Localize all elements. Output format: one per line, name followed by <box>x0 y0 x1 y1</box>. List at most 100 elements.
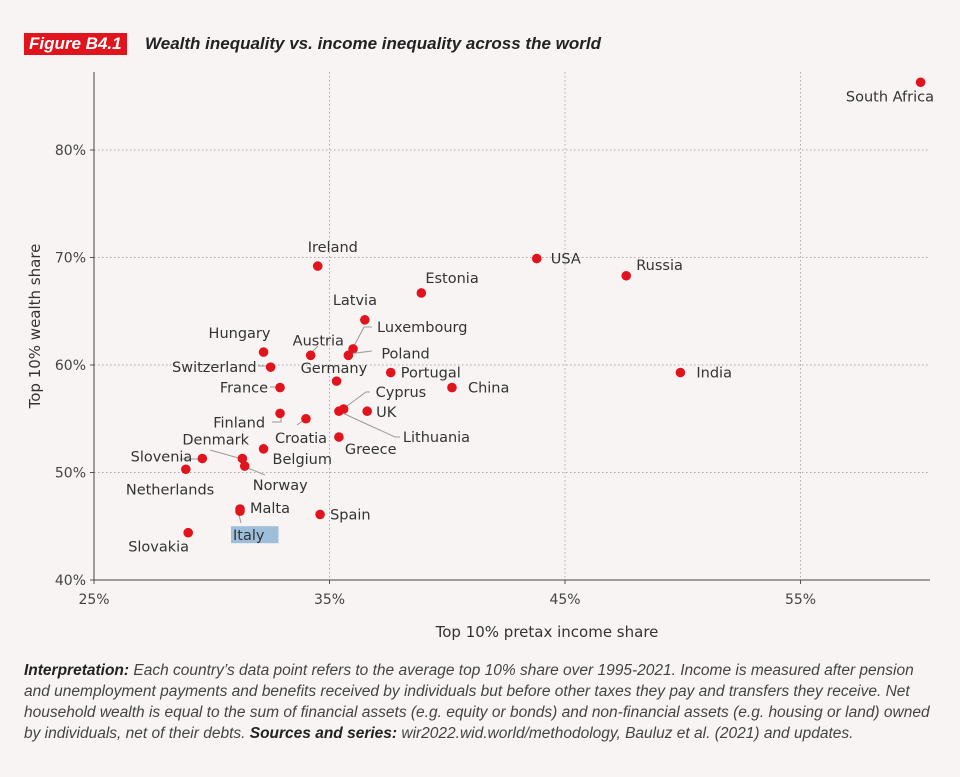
data-point-group: Austria <box>293 333 344 361</box>
point-label: Netherlands <box>126 482 214 498</box>
data-point <box>334 432 344 442</box>
data-point-group: Norway <box>239 461 308 494</box>
data-point <box>343 350 354 361</box>
data-point-group: France <box>220 381 285 397</box>
data-point <box>312 261 323 271</box>
data-point-group: Switzerland <box>172 360 276 376</box>
point-label: Italy <box>233 528 265 544</box>
point-label: Ireland <box>308 240 358 256</box>
point-label: Portugal <box>401 366 461 382</box>
point-label: Estonia <box>425 271 478 287</box>
data-point <box>621 270 632 281</box>
data-point <box>362 406 372 417</box>
point-label: Poland <box>381 346 429 362</box>
data-point <box>237 453 248 464</box>
data-point <box>301 413 311 424</box>
point-label: Finland <box>213 415 265 431</box>
point-label: South Africa <box>846 89 934 105</box>
data-point-group: Spain <box>315 507 371 523</box>
point-label: Norway <box>253 478 308 494</box>
point-label: China <box>468 381 509 397</box>
data-point-group: Lithuania <box>334 406 470 446</box>
data-point-group: Slovenia <box>131 450 208 466</box>
data-point-group: Croatia <box>275 413 327 447</box>
point-label: Malta <box>250 501 290 517</box>
data-point <box>235 506 245 516</box>
data-point-group: Greece <box>334 432 397 458</box>
point-label: Belgium <box>273 452 332 468</box>
figure-tag: Figure B4.1 <box>24 33 127 55</box>
data-point <box>197 453 208 464</box>
data-point <box>675 367 686 378</box>
y-tick-label: 50% <box>55 466 86 482</box>
data-point <box>331 376 342 386</box>
point-label: Cyprus <box>376 385 427 401</box>
highlight-box <box>231 526 279 544</box>
data-point <box>315 509 325 520</box>
point-label: Luxembourg <box>377 320 467 336</box>
x-tick-label: 35% <box>314 592 345 608</box>
scatter-chart: 40% 50% 60% 70% 80% 25% 35% 45% 55% Top 10% preta… <box>26 72 934 641</box>
data-point-group: Ireland <box>308 240 358 271</box>
data-point <box>531 253 542 264</box>
data-point-group: Denmark <box>182 433 250 464</box>
data-point-group: South Africa <box>846 77 934 105</box>
point-label: Slovakia <box>128 540 189 556</box>
data-point-group: India <box>675 366 732 382</box>
data-point <box>915 77 926 88</box>
data-point <box>258 444 269 454</box>
data-point-group: Russia <box>621 258 683 281</box>
point-label: Denmark <box>182 433 249 449</box>
y-tick-label: 40% <box>55 573 86 589</box>
data-point-group: USA <box>531 252 581 268</box>
data-point <box>239 461 250 471</box>
leader-line <box>342 391 370 410</box>
data-point-group: Slovakia <box>128 527 193 556</box>
data-point <box>258 347 269 357</box>
data-point-group: China <box>447 381 509 397</box>
point-label: UK <box>376 405 397 421</box>
sources-text: wir2022.wid.world/methodology, Bauluz et… <box>397 725 854 742</box>
data-point-group: Netherlands <box>126 464 214 498</box>
interpretation-note: Interpretation: Each country’s data poin… <box>24 660 939 744</box>
point-label: India <box>696 366 732 382</box>
data-point-group: Finland <box>213 408 285 431</box>
point-label: Russia <box>636 258 683 274</box>
chart-title: Wealth inequality vs. income inequality … <box>145 34 601 53</box>
data-point <box>385 367 396 378</box>
data-point <box>305 350 316 361</box>
data-point <box>334 406 344 417</box>
data-point-group: Latvia <box>333 293 377 325</box>
data-point-group: UK <box>362 405 397 421</box>
point-label: Austria <box>293 333 344 349</box>
data-point-group: Portugal <box>385 366 461 382</box>
point-label: Switzerland <box>172 360 257 376</box>
point-label: Hungary <box>209 326 271 342</box>
point-label: Lithuania <box>403 430 470 446</box>
data-point <box>275 408 285 419</box>
point-label: Germany <box>301 361 368 377</box>
sources-label: Sources and series: <box>249 725 398 742</box>
data-point-group: Belgium <box>258 444 332 468</box>
data-point-group: Estonia <box>416 271 479 298</box>
data-point <box>447 382 457 393</box>
data-point-group: Italy <box>231 506 279 544</box>
x-tick-label: 45% <box>549 592 580 608</box>
y-tick-label: 70% <box>55 251 86 267</box>
leader-line <box>352 326 372 349</box>
data-point <box>275 382 285 393</box>
data-point-group: Germany <box>301 361 368 386</box>
x-tick-label: 25% <box>78 592 109 608</box>
point-label: Slovenia <box>131 450 193 466</box>
point-label: Spain <box>330 507 371 523</box>
leader-line <box>209 449 243 460</box>
data-point <box>183 527 193 538</box>
x-axis-label: Top 10% pretax income share <box>435 623 659 641</box>
point-label: USA <box>551 252 581 268</box>
data-point <box>416 288 427 298</box>
y-axis-label: Top 10% wealth share <box>26 244 44 410</box>
y-tick-label: 60% <box>55 358 86 374</box>
x-tick-label: 55% <box>785 592 816 608</box>
interpretation-text: Each country’s data point refers to the … <box>24 662 930 742</box>
data-point-group: Poland <box>343 346 430 362</box>
